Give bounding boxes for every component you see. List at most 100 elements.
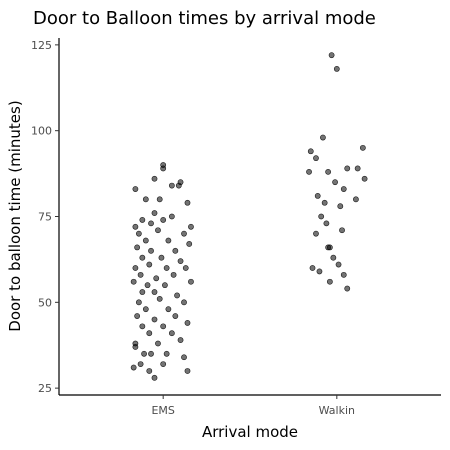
data-point-ems [153, 275, 160, 282]
data-point-walkin [307, 148, 314, 155]
data-point-ems [132, 265, 139, 271]
data-point-ems [144, 282, 151, 289]
data-point-ems [168, 213, 175, 220]
data-point-ems [146, 330, 153, 337]
data-point-walkin [359, 144, 366, 151]
data-point-ems [155, 340, 161, 347]
data-point-walkin [361, 175, 368, 182]
data-point-ems [168, 330, 175, 337]
data-point-ems [130, 364, 137, 371]
data-point-ems [151, 175, 158, 182]
data-point-ems [137, 361, 144, 368]
data-point-walkin [313, 230, 319, 237]
data-point-walkin [335, 261, 342, 268]
data-point-walkin [326, 278, 333, 285]
data-point-ems [142, 237, 149, 244]
data-point-ems [181, 299, 187, 306]
data-point-ems [182, 265, 189, 271]
data-point-walkin [332, 179, 338, 186]
data-point-ems [151, 210, 158, 216]
data-point-ems [163, 350, 170, 357]
data-point-ems [181, 230, 187, 237]
data-point-walkin [339, 227, 345, 234]
data-point-ems [155, 227, 161, 234]
data-point-ems [177, 337, 184, 343]
data-point-ems [174, 292, 180, 299]
data-point-ems [148, 247, 154, 254]
data-point-ems [162, 282, 168, 289]
data-point-ems [148, 350, 154, 357]
y-tick-label: 100 [31, 125, 52, 138]
x-axis-ticks: EMS Walkin [151, 395, 355, 417]
data-point-ems [160, 361, 167, 368]
data-point-walkin [323, 220, 330, 227]
data-point-walkin [330, 254, 337, 261]
data-point-ems [137, 271, 144, 278]
data-point-ems [184, 199, 191, 206]
data-point-ems [130, 278, 137, 285]
data-point-ems [142, 306, 149, 313]
data-point-walkin [313, 155, 319, 162]
data-point-walkin [309, 265, 316, 271]
data-point-ems [184, 368, 191, 374]
data-point-ems [186, 241, 193, 247]
data-point-ems [188, 223, 194, 230]
data-point-ems [132, 186, 139, 192]
data-point-ems [146, 368, 153, 374]
data-point-walkin [328, 52, 335, 59]
data-point-ems [142, 196, 149, 203]
data-point-ems [134, 244, 141, 251]
data-point-walkin [321, 199, 328, 206]
data-point-ems [139, 254, 146, 261]
data-point-ems [135, 299, 142, 306]
data-point-walkin [353, 196, 359, 203]
data-point-ems [172, 313, 179, 319]
data-point-ems [165, 237, 172, 244]
x-tick-label-walkin: Walkin [319, 404, 355, 417]
data-point-ems [139, 323, 146, 330]
data-point-ems [146, 261, 153, 268]
y-tick-label: 75 [38, 211, 52, 224]
x-axis-title: Arrival mode [202, 423, 298, 441]
data-point-walkin [337, 203, 344, 210]
data-point-ems [134, 313, 141, 319]
data-point-ems [151, 374, 158, 381]
data-point-walkin [316, 268, 323, 275]
data-point-walkin [333, 65, 340, 72]
data-point-ems [188, 278, 194, 285]
data-point-walkin [344, 165, 351, 172]
y-tick-label: 125 [31, 39, 52, 52]
data-point-ems [158, 254, 165, 261]
data-point-ems [156, 196, 163, 203]
data-point-walkin [320, 134, 326, 141]
y-tick-label: 25 [38, 382, 52, 395]
data-point-ems [148, 220, 154, 227]
data-point-ems [160, 162, 167, 168]
data-point-ems [181, 354, 187, 361]
data-point-walkin [340, 186, 347, 192]
data-point-ems [175, 182, 182, 189]
data-point-walkin [325, 168, 332, 175]
data-point-ems [132, 344, 139, 350]
data-point-ems [151, 316, 158, 323]
scatter-points [130, 52, 368, 381]
data-point-ems [170, 271, 177, 278]
y-axis-ticks: 25 50 75 100 125 [31, 39, 59, 395]
data-point-ems [160, 323, 167, 330]
chart-title: Door to Balloon times by arrival mode [33, 8, 376, 29]
x-tick-label-ems: EMS [151, 404, 174, 417]
data-point-walkin [344, 285, 351, 292]
data-point-ems [135, 230, 142, 237]
data-point-walkin [318, 213, 325, 220]
data-point-ems [139, 289, 146, 295]
data-point-walkin [340, 271, 347, 278]
data-point-walkin [314, 193, 321, 199]
data-point-ems [151, 289, 158, 295]
data-point-ems [160, 217, 167, 223]
data-point-ems [168, 182, 175, 189]
data-point-ems [163, 265, 170, 271]
data-point-ems [184, 320, 191, 326]
data-point-walkin [326, 244, 333, 251]
data-point-ems [139, 217, 146, 223]
